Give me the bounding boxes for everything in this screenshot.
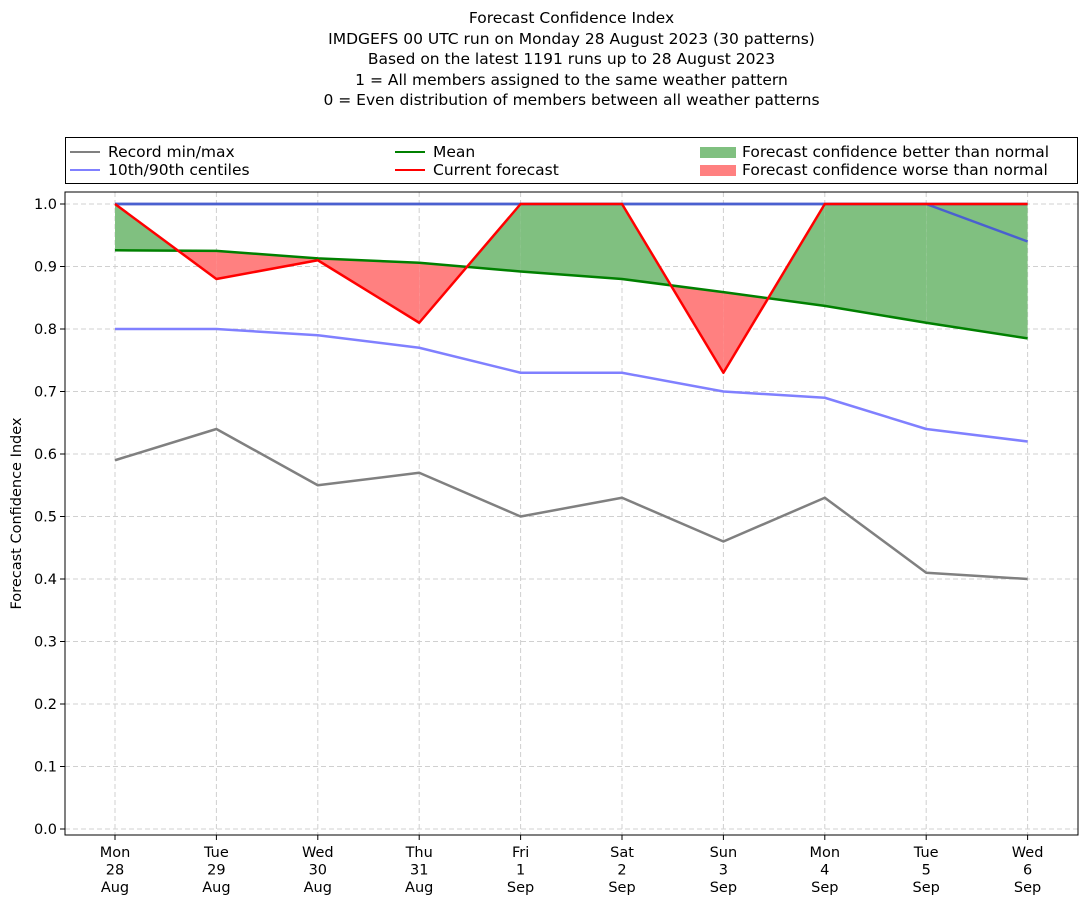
chart-title: Forecast Confidence Index IMDGEFS 00 UTC… [0, 8, 1092, 111]
legend-swatch-worse [700, 164, 736, 176]
x-tick-label: 31 [410, 863, 428, 879]
title-line-2: IMDGEFS 00 UTC run on Monday 28 August 2… [328, 29, 815, 48]
legend-item-worse: Forecast confidence worse than normal [700, 161, 1048, 179]
y-axis-label: Forecast Confidence Index [9, 417, 25, 609]
legend-label-worse: Forecast confidence worse than normal [742, 161, 1048, 179]
legend-swatch-centiles [70, 169, 100, 171]
x-tick-label: Wed [302, 845, 334, 861]
record-min-line [114, 427, 1028, 581]
x-tick-label: 2 [617, 863, 626, 879]
x-tick-label: 4 [820, 863, 829, 879]
chart-legend: Record min/max 10th/90th centiles Mean C… [65, 137, 1078, 184]
legend-swatch-better [700, 146, 736, 158]
x-tick-label: Aug [101, 880, 129, 896]
y-tick-label: 0.0 [34, 822, 57, 838]
y-tick-label: 0.7 [34, 385, 57, 401]
x-tick-label: Aug [405, 880, 433, 896]
legend-swatch-record [70, 151, 100, 153]
x-tick-label: Tue [203, 845, 229, 861]
y-tick-label: 0.4 [34, 572, 57, 588]
plot-frame [64, 191, 1079, 836]
confidence-better-area [926, 204, 1028, 339]
current-forecast-line [114, 202, 1028, 374]
y-tick-label: 0.9 [34, 260, 57, 276]
title-line-4: 1 = All members assigned to the same wea… [355, 70, 788, 89]
legend-swatch-current [395, 169, 425, 171]
mean-line [114, 249, 1028, 340]
confidence-worse-area [216, 250, 318, 279]
legend-label-centiles: 10th/90th centiles [108, 161, 250, 179]
legend-item-current: Current forecast [395, 161, 559, 179]
legend-label-better: Forecast confidence better than normal [742, 143, 1050, 161]
x-tick-label: 6 [1023, 863, 1032, 879]
x-tick-label: Sep [608, 880, 635, 896]
title-line-1: Forecast Confidence Index [468, 9, 675, 27]
legend-item-better: Forecast confidence better than normal [700, 143, 1049, 161]
x-tick-label: 1 [516, 863, 525, 879]
x-tick-label: 29 [207, 863, 225, 879]
legend-swatch-mean [395, 151, 425, 153]
x-tick-label: Sep [1014, 880, 1041, 896]
x-tick-label: 30 [309, 863, 327, 879]
x-tick-label: 5 [922, 863, 931, 879]
x-tick-label: Fri [512, 845, 529, 861]
y-tick-label: 0.8 [34, 322, 57, 338]
legend-label-mean: Mean [433, 143, 476, 161]
x-tick-label: Aug [202, 880, 230, 896]
legend-label-current: Current forecast [433, 161, 559, 179]
x-tick-label: Tue [913, 845, 939, 861]
x-tick-label: Mon [810, 845, 841, 861]
x-tick-label: 28 [106, 863, 124, 879]
x-tick-label: 3 [719, 863, 728, 879]
y-tick-label: 1.0 [34, 197, 57, 213]
legend-item-centiles: 10th/90th centiles [70, 161, 250, 179]
x-tick-label: Aug [304, 880, 332, 896]
y-tick-label: 0.5 [34, 510, 57, 526]
centile-10-line [115, 327, 1028, 443]
x-tick-label: Sep [811, 880, 838, 896]
y-tick-label: 0.6 [34, 447, 57, 463]
legend-label-record: Record min/max [108, 143, 235, 161]
x-tick-label: Wed [1012, 845, 1044, 861]
y-tick-label: 0.3 [34, 635, 57, 651]
title-line-5: 0 = Even distribution of members between… [323, 91, 820, 110]
x-tick-label: Sun [710, 845, 738, 861]
x-tick-label: Thu [405, 845, 433, 861]
y-tick-label: 0.2 [34, 697, 57, 713]
x-tick-label: Sep [507, 880, 534, 896]
confidence-better-area [520, 204, 622, 279]
confidence-better-area [824, 204, 927, 323]
y-tick-label: 0.1 [34, 760, 57, 776]
title-line-3: Based on the latest 1191 runs up to 28 A… [367, 50, 776, 69]
legend-item-record: Record min/max [70, 143, 235, 161]
x-tick-label: Sat [610, 845, 634, 861]
x-tick-label: Mon [100, 845, 131, 861]
legend-item-mean: Mean [395, 143, 475, 161]
x-tick-label: Sep [710, 880, 737, 896]
x-tick-label: Sep [913, 880, 940, 896]
